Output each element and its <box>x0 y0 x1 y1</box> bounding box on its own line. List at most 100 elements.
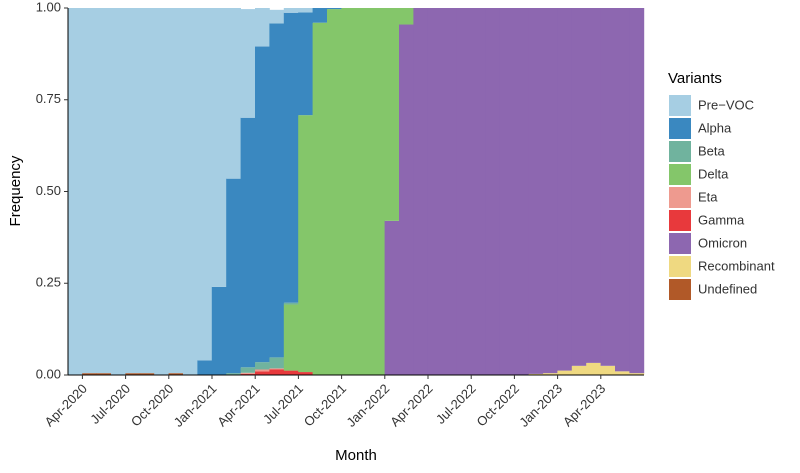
y-tick-label: 1.00 <box>36 0 61 14</box>
bar-segment <box>413 8 429 375</box>
bar-segment <box>197 8 213 361</box>
bar-segment <box>211 8 227 287</box>
bar-segment <box>528 8 544 374</box>
bar-segment <box>600 365 616 375</box>
x-tick-label: Jan-2022 <box>343 381 392 430</box>
bar-segment <box>384 220 400 375</box>
x-tick-label: Jul-2020 <box>87 381 133 427</box>
bar-segment <box>96 8 112 374</box>
bar-segment <box>629 8 645 374</box>
legend-swatch <box>669 141 691 162</box>
x-tick-label: Jul-2022 <box>433 381 479 427</box>
bar-segment <box>125 373 141 375</box>
bar-segment <box>499 8 515 375</box>
bar-segment <box>283 12 299 303</box>
bar-segment <box>240 373 256 375</box>
legend-title: Variants <box>668 70 722 87</box>
bar-segment <box>442 8 457 375</box>
bar-segment <box>255 371 270 375</box>
x-tick-label: Oct-2022 <box>474 381 522 429</box>
bar-segment <box>67 8 83 375</box>
bar-segment <box>615 371 630 375</box>
bar-segment <box>82 373 97 375</box>
bar-segment <box>154 8 169 375</box>
x-tick-label: Jul-2021 <box>260 381 306 427</box>
x-tick-label: Jan-2023 <box>516 381 565 430</box>
bar-segment <box>543 8 558 374</box>
x-tick-label: Oct-2021 <box>301 381 349 429</box>
y-axis-title: Frequency <box>7 155 24 226</box>
bar-segment <box>384 8 400 221</box>
bar-segment <box>240 9 256 118</box>
bar-segment <box>629 373 645 375</box>
bar-segment <box>269 9 285 24</box>
y-tick-label: 0.75 <box>36 91 61 106</box>
bar-segment <box>226 373 241 375</box>
y-tick-label: 0.00 <box>36 366 61 381</box>
x-tick-label: Apr-2023 <box>560 381 608 429</box>
bar-segment <box>255 369 270 372</box>
legend-swatch <box>669 95 691 116</box>
y-tick-label: 0.25 <box>36 275 61 290</box>
legend-label: Delta <box>698 166 729 181</box>
bar-segment <box>370 8 385 375</box>
legend-label: Recombinant <box>698 258 775 273</box>
bar-segment <box>615 8 630 372</box>
legend-swatch <box>669 233 691 254</box>
bar-segment <box>312 22 328 376</box>
bar-segment <box>211 286 227 375</box>
bar-segment <box>327 9 342 375</box>
x-tick-label: Oct-2020 <box>128 381 176 429</box>
bar-segment <box>571 365 587 375</box>
bar-segment <box>255 8 270 47</box>
bar-segment <box>111 8 126 375</box>
bar-segment <box>125 8 141 374</box>
bar-segment <box>255 46 270 363</box>
bar-segment <box>283 370 299 375</box>
bar-segment <box>543 373 558 375</box>
bar-segment <box>226 178 241 374</box>
bar-segment <box>557 8 573 371</box>
bar-segment <box>312 8 328 23</box>
legend-label: Eta <box>698 189 718 204</box>
bar-segment <box>269 369 285 375</box>
bar-segment <box>139 373 155 375</box>
bar-segment <box>355 8 371 375</box>
x-axis-title: Month <box>335 447 377 464</box>
bar-segment <box>269 368 285 370</box>
bar-segment <box>298 8 313 13</box>
legend-label: Beta <box>698 143 726 158</box>
legend-label: Undefined <box>698 281 757 296</box>
bar-segment <box>283 302 299 305</box>
bar-segment <box>240 117 256 368</box>
legend-label: Pre−VOC <box>698 97 754 112</box>
bar-segment <box>139 8 155 374</box>
bar-segment <box>327 8 342 10</box>
bar-segment <box>226 8 241 179</box>
bar-segment <box>269 357 285 369</box>
bar-segment <box>571 8 587 366</box>
legend-swatch <box>669 256 691 277</box>
bar-segment <box>82 8 97 374</box>
legend-label: Alpha <box>698 120 732 135</box>
legend-label: Gamma <box>698 212 745 227</box>
bar-segment <box>298 115 313 373</box>
bar-segment <box>456 8 472 375</box>
bar-segment <box>399 24 414 375</box>
y-tick-label: 0.50 <box>36 183 61 198</box>
bar-segment <box>586 8 601 363</box>
bar-segment <box>298 372 313 375</box>
bar-segment <box>399 8 414 25</box>
bar-segment <box>586 362 601 375</box>
bar-segment <box>283 304 299 371</box>
bar-segment <box>600 8 616 366</box>
legend-label: Omicron <box>698 235 747 250</box>
bar-segment <box>240 367 256 373</box>
bar-segment <box>240 372 256 374</box>
bar-segment <box>255 362 270 370</box>
bar-segment <box>269 23 285 358</box>
legend-swatch <box>669 164 691 185</box>
bar-segment <box>298 12 313 116</box>
bar-segment <box>96 373 112 375</box>
legend-swatch <box>669 279 691 300</box>
